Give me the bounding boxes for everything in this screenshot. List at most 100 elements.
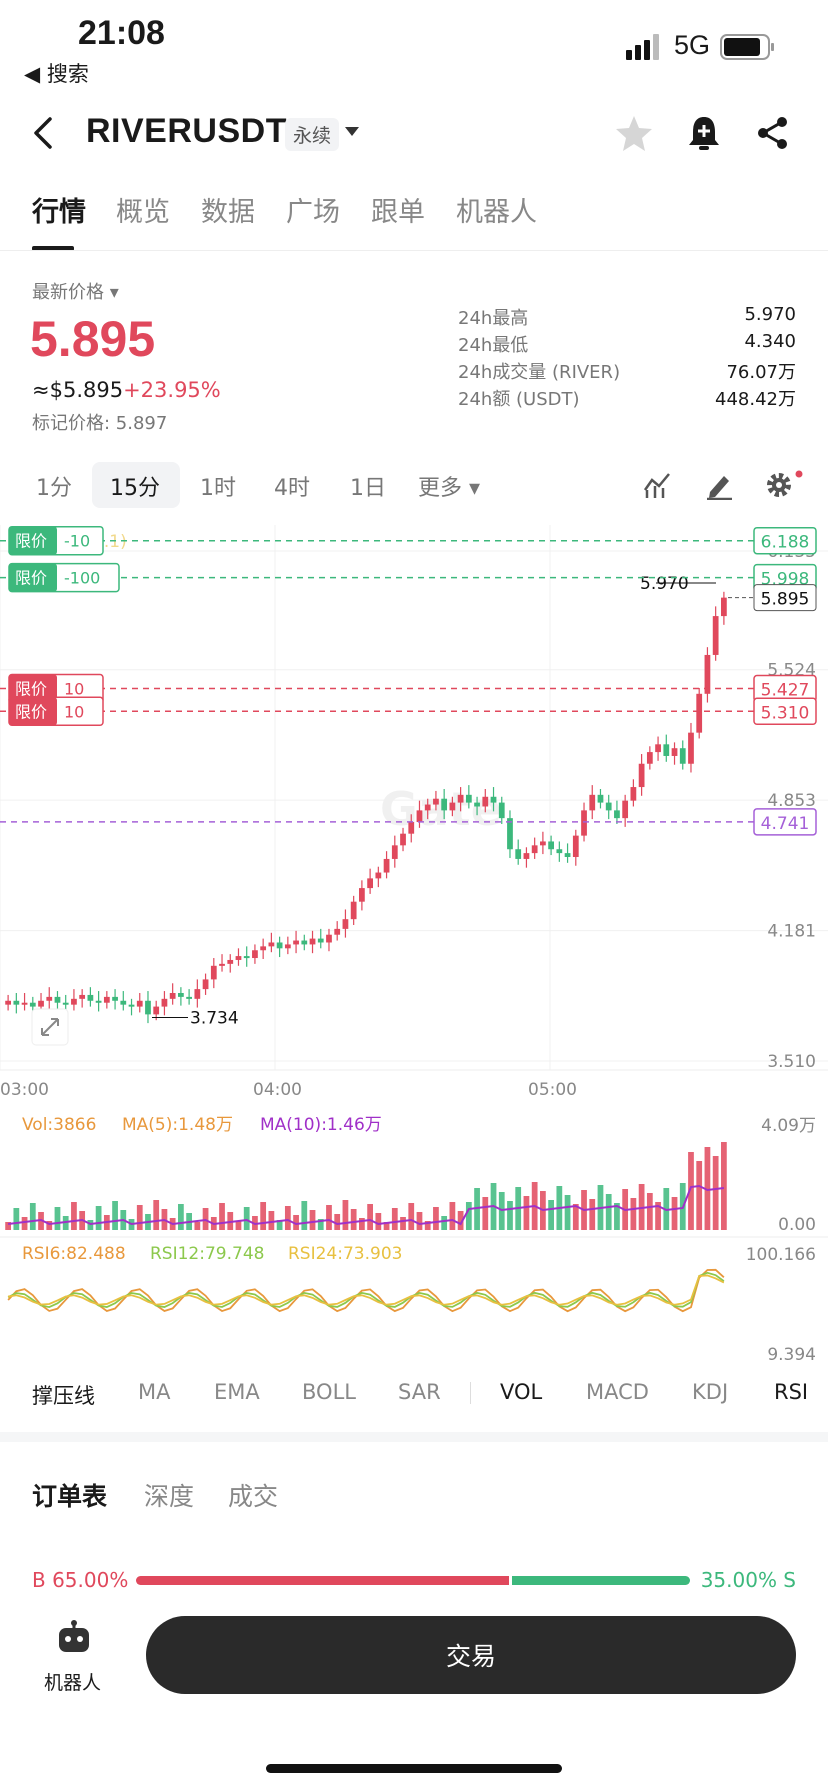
candle-body xyxy=(79,994,86,999)
candle-body xyxy=(153,1006,160,1015)
candle-body xyxy=(597,794,604,803)
candle-body xyxy=(243,956,250,959)
chart-type-icon[interactable] xyxy=(642,470,672,500)
candle-body xyxy=(284,944,291,949)
volume-bar xyxy=(71,1202,77,1230)
trade-button[interactable]: 交易 xyxy=(146,1616,796,1694)
stat-label: 24h最高 xyxy=(458,308,529,329)
interval-more[interactable]: 更多 ▾ xyxy=(418,476,481,501)
order-tag-type: 限价 xyxy=(15,569,47,588)
volume-bar xyxy=(721,1142,727,1230)
volume-bar xyxy=(153,1200,160,1230)
interval-1m[interactable]: 1分 xyxy=(36,476,72,501)
buy-ratio: B 65.00% xyxy=(32,1568,129,1592)
volume-bar xyxy=(350,1209,357,1230)
interval-4h[interactable]: 4时 xyxy=(274,476,310,501)
tab-square[interactable]: 广场 xyxy=(286,197,340,228)
tab-market[interactable]: 行情 xyxy=(32,197,86,228)
status-time: 21:08 xyxy=(78,14,165,52)
candle-body xyxy=(490,796,497,803)
settings-gear-icon[interactable] xyxy=(764,468,804,502)
candle-body xyxy=(87,994,94,1001)
symbol-title[interactable]: RIVERUSDT xyxy=(86,112,287,150)
candle-body xyxy=(589,794,596,811)
interval-1d[interactable]: 1日 xyxy=(350,476,386,501)
tab-bots[interactable]: 机器人 xyxy=(456,197,537,228)
indicator-boll[interactable]: BOLL xyxy=(302,1380,356,1404)
candle-body xyxy=(646,752,653,764)
indicator-macd[interactable]: MACD xyxy=(586,1380,649,1404)
volume-bar xyxy=(391,1208,398,1230)
ma5-label: MA(5):1.48万 xyxy=(122,1115,233,1135)
volume-bar xyxy=(235,1221,242,1230)
indicator-support-resistance[interactable]: 撑压线 xyxy=(32,1384,95,1408)
volume-bar xyxy=(441,1216,448,1230)
share-icon[interactable] xyxy=(756,116,790,150)
rsi12-label: RSI12:79.748 xyxy=(150,1244,264,1264)
chevron-down-icon[interactable] xyxy=(344,126,360,138)
tab-overview[interactable]: 概览 xyxy=(116,197,170,228)
order-tag-type: 限价 xyxy=(15,532,47,551)
price-alert-bell-icon[interactable] xyxy=(686,114,722,152)
candle-body xyxy=(474,802,480,807)
indicator-rsi[interactable]: RSI xyxy=(774,1380,809,1404)
buy-ratio-bar xyxy=(136,1576,509,1585)
back-to-search-link[interactable]: ◀ 搜索 xyxy=(24,62,89,86)
back-arrow-icon[interactable] xyxy=(30,116,56,150)
order-tag-type: 限价 xyxy=(15,702,47,721)
volume-bar xyxy=(482,1197,489,1230)
volume-bar xyxy=(646,1193,653,1230)
avg-price-label: 4.741 xyxy=(761,814,810,834)
candle-body xyxy=(342,919,349,929)
main-tabs: 行情 概览 数据 广场 跟单 机器人 xyxy=(0,190,828,248)
tab-copy-trade[interactable]: 跟单 xyxy=(371,197,425,228)
ma10-label: MA(10):1.46万 xyxy=(260,1115,382,1135)
candle-body xyxy=(391,845,398,859)
candle-body xyxy=(408,822,415,834)
volume-bar xyxy=(29,1203,36,1230)
candle-body xyxy=(638,763,645,788)
tab-data[interactable]: 数据 xyxy=(201,197,255,228)
draw-tool-icon[interactable] xyxy=(704,470,734,500)
volume-bar xyxy=(614,1203,620,1230)
candle-body xyxy=(293,940,299,945)
robot-label[interactable]: 机器人 xyxy=(44,1672,102,1694)
stat-value: 448.42万 xyxy=(715,389,796,410)
star-icon[interactable] xyxy=(614,114,654,152)
tab-trades[interactable]: 成交 xyxy=(228,1482,279,1511)
volume-bar xyxy=(178,1204,184,1230)
indicator-sar[interactable]: SAR xyxy=(398,1380,441,1404)
interval-1h[interactable]: 1时 xyxy=(200,476,236,501)
tab-orderbook[interactable]: 订单表 xyxy=(32,1482,108,1511)
volume-bar xyxy=(54,1207,61,1230)
indicator-ema[interactable]: EMA xyxy=(214,1380,260,1404)
network-type: 5G xyxy=(674,30,711,60)
stat-value: 76.07万 xyxy=(726,362,796,383)
volume-bar xyxy=(465,1202,472,1230)
candle-body xyxy=(161,998,168,1007)
kline-chart[interactable]: 6.1355.5244.8534.1813.51003:0004:0005:00… xyxy=(0,525,828,1365)
price-type-selector[interactable]: 最新价格 ▾ xyxy=(32,282,119,303)
candle-body xyxy=(548,841,554,850)
volume-bar xyxy=(219,1203,225,1230)
volume-bar xyxy=(400,1217,406,1230)
indicator-vol[interactable]: VOL xyxy=(500,1380,543,1404)
indicator-ma[interactable]: MA xyxy=(138,1380,171,1404)
candle-body xyxy=(367,878,373,889)
indicator-kdj[interactable]: KDJ xyxy=(692,1380,729,1404)
sell-ratio-bar xyxy=(512,1576,690,1585)
candle-body xyxy=(540,841,546,846)
candle-body xyxy=(564,853,571,857)
time-axis-label: 05:00 xyxy=(528,1080,577,1100)
divider xyxy=(0,250,828,251)
usd-price: ≈$5.895+23.95% xyxy=(32,378,221,402)
watermark: Gate xyxy=(380,782,502,836)
interval-15m[interactable]: 15分 xyxy=(110,476,160,501)
price-axis-label: 4.853 xyxy=(767,791,816,811)
tab-depth[interactable]: 深度 xyxy=(144,1482,195,1511)
volume-bar xyxy=(21,1217,28,1230)
robot-icon[interactable] xyxy=(56,1620,92,1656)
volume-bar xyxy=(424,1221,431,1230)
volume-bar xyxy=(326,1205,332,1230)
divider xyxy=(470,1382,471,1404)
